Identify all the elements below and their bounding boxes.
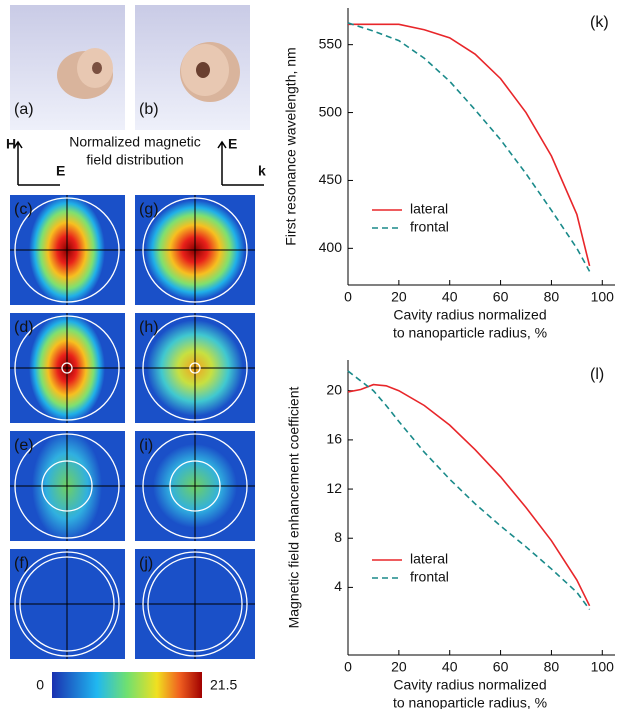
heatmaps [10, 195, 255, 659]
legend-label: lateral [410, 201, 448, 217]
panel-label: (c) [14, 201, 33, 218]
line-series [348, 24, 590, 266]
y-tick-label: 20 [326, 381, 342, 397]
line-series [348, 23, 590, 271]
axis-icon-label: H [6, 136, 16, 152]
line-series [348, 385, 590, 606]
x-tick-label: 20 [391, 659, 407, 675]
x-tick-label: 40 [442, 289, 458, 305]
x-axis-label: to nanoparticle radius, % [393, 325, 547, 341]
x-tick-label: 80 [544, 659, 560, 675]
panel-label: (i) [139, 437, 153, 454]
colorbar [52, 672, 202, 698]
x-tick-label: 20 [391, 289, 407, 305]
y-tick-label: 4 [334, 578, 342, 594]
panel-label: (f) [14, 555, 29, 572]
legend-label: lateral [410, 551, 448, 567]
axis-icon-label: k [258, 163, 266, 179]
x-axis-label: Cavity radius normalized [393, 677, 546, 693]
x-tick-label: 100 [591, 289, 615, 305]
y-tick-label: 550 [319, 35, 343, 51]
colorbar-max: 21.5 [210, 677, 237, 693]
colorbar-min: 0 [36, 677, 44, 693]
x-tick-label: 60 [493, 659, 509, 675]
page: {"figure":{"panels":["(a)","(b)","(c)","… [0, 0, 629, 714]
axis-icon-label: E [228, 136, 237, 152]
panel-label: (b) [139, 101, 159, 118]
caption: field distribution [86, 152, 183, 168]
x-tick-label: 0 [344, 289, 352, 305]
panel-label: (a) [14, 101, 34, 118]
x-axis-label: to nanoparticle radius, % [393, 695, 547, 709]
panel-label: (k) [590, 14, 609, 31]
x-tick-label: 100 [591, 659, 615, 675]
y-tick-label: 8 [334, 529, 342, 545]
y-axis-label: Magnetic field enhancement coefficient [286, 387, 302, 629]
y-axis-label: First resonance wavelength, nm [283, 47, 299, 245]
x-tick-label: 60 [493, 289, 509, 305]
x-axis-label: Cavity radius normalized [393, 307, 546, 323]
legend-label: frontal [410, 569, 449, 585]
panel-label: (g) [139, 201, 159, 218]
axis-icon-label: E [56, 163, 65, 179]
y-tick-label: 12 [326, 480, 342, 496]
y-tick-label: 450 [319, 171, 343, 187]
y-tick-label: 16 [326, 431, 342, 447]
panel-label: (j) [139, 555, 153, 572]
x-tick-label: 40 [442, 659, 458, 675]
panel-label: (h) [139, 319, 159, 336]
y-tick-label: 400 [319, 239, 343, 255]
line-series [348, 371, 590, 609]
y-tick-label: 500 [319, 103, 343, 119]
x-tick-label: 0 [344, 659, 352, 675]
caption: Normalized magnetic [69, 134, 201, 150]
panel-label: (d) [14, 319, 34, 336]
panel-label: (l) [590, 366, 604, 383]
x-tick-label: 80 [544, 289, 560, 305]
panel-label: (e) [14, 437, 34, 454]
legend-label: frontal [410, 219, 449, 235]
figure: 0 21.5 Normalized magnetic field distrib… [0, 0, 629, 709]
